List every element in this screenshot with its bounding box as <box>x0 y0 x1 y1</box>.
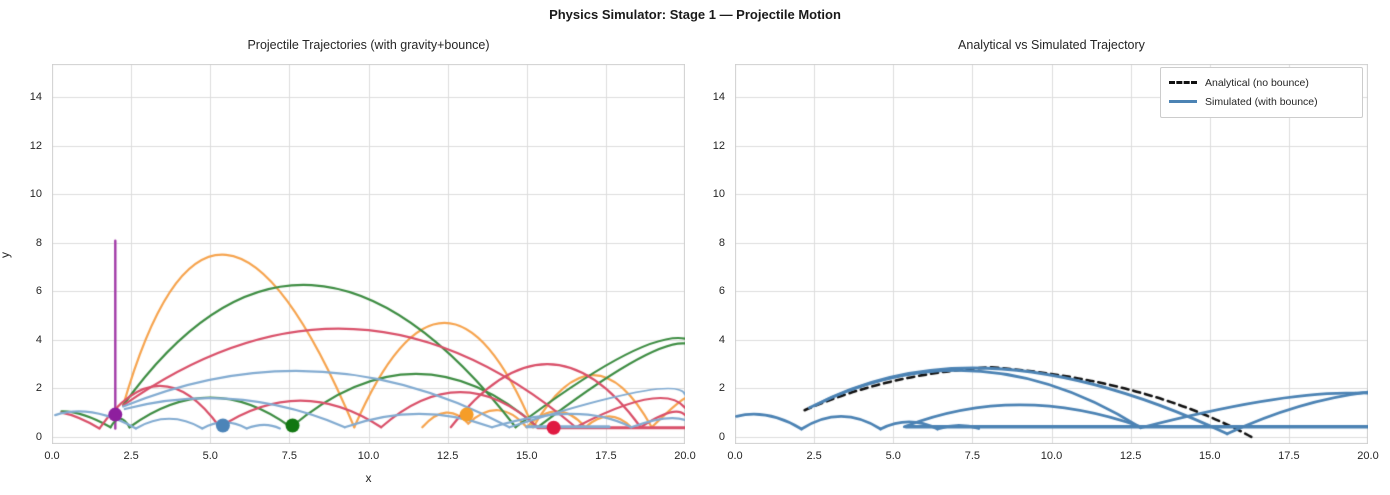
y-tick-label: 6 <box>718 285 725 298</box>
y-tick-label: 6 <box>35 285 42 298</box>
y-tick-label: 2 <box>718 382 725 395</box>
y-tick-label: 4 <box>718 333 725 346</box>
right-y-axis-ticks: 0 2 4 6 8 10 12 14 <box>703 64 729 444</box>
y-tick-label: 10 <box>29 188 42 201</box>
left-plot-area <box>52 64 685 444</box>
x-tick-label: 0.0 <box>44 450 60 462</box>
left-x-axis-label: x <box>365 471 372 485</box>
x-tick-label: 2.5 <box>123 450 139 462</box>
y-tick-label: 14 <box>712 91 725 104</box>
x-tick-label: 12.5 <box>436 450 459 462</box>
y-tick-label: 14 <box>29 91 42 104</box>
y-tick-label: 10 <box>712 188 725 201</box>
x-tick-label: 12.5 <box>1119 450 1142 462</box>
y-tick-label: 0 <box>35 430 42 443</box>
legend-label-simulated: Simulated (with bounce) <box>1205 95 1318 108</box>
legend-item-simulated: Simulated (with bounce) <box>1169 92 1354 111</box>
x-tick-label: 17.5 <box>595 450 617 462</box>
right-x-axis-ticks: 0.0 2.5 5.0 7.5 10.0 12.5 15.0 17.5 20.0 <box>727 450 1378 464</box>
left-y-axis-label: y <box>0 252 12 258</box>
y-tick-label: 8 <box>35 236 42 249</box>
legend-label-analytical: Analytical (no bounce) <box>1205 76 1309 89</box>
x-tick-label: 7.5 <box>964 450 981 462</box>
x-tick-label: 2.5 <box>806 450 822 462</box>
x-tick-label: 0.0 <box>727 450 743 462</box>
y-tick-label: 12 <box>712 139 725 152</box>
x-tick-label: 10.0 <box>1040 450 1063 462</box>
x-tick-label: 10.0 <box>357 450 380 462</box>
x-tick-label: 5.0 <box>202 450 218 462</box>
right-plot-area <box>735 64 1368 444</box>
figure-title: Physics Simulator: Stage 1 — Projectile … <box>549 7 841 22</box>
x-tick-label: 20.0 <box>1357 450 1379 462</box>
x-tick-label: 20.0 <box>674 450 696 462</box>
y-tick-label: 2 <box>35 382 42 395</box>
y-tick-label: 4 <box>35 333 42 346</box>
x-tick-label: 15.0 <box>516 450 538 462</box>
y-tick-label: 12 <box>29 139 42 152</box>
x-tick-label: 7.5 <box>281 450 298 462</box>
x-tick-label: 15.0 <box>1199 450 1221 462</box>
left-plot-title: Projectile Trajectories (with gravity+bo… <box>247 38 490 52</box>
y-tick-label: 8 <box>718 236 725 249</box>
dashed-line-sample-icon <box>1169 81 1197 84</box>
left-y-axis-ticks: 0 2 4 6 8 10 12 14 <box>20 64 46 444</box>
left-x-axis-ticks: 0.0 2.5 5.0 7.5 10.0 12.5 15.0 17.5 20.0 <box>44 450 695 464</box>
solid-line-sample-icon <box>1169 100 1197 103</box>
x-tick-label: 5.0 <box>885 450 901 462</box>
legend: Analytical (no bounce) Simulated (with b… <box>1160 67 1363 118</box>
right-plot-title: Analytical vs Simulated Trajectory <box>958 38 1145 52</box>
y-tick-label: 0 <box>718 430 725 443</box>
legend-item-analytical: Analytical (no bounce) <box>1169 73 1354 92</box>
x-tick-label: 17.5 <box>1278 450 1300 462</box>
